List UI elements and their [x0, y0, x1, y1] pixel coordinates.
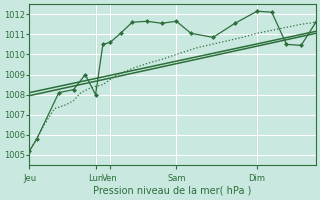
X-axis label: Pression niveau de la mer( hPa ): Pression niveau de la mer( hPa ) [93, 186, 252, 196]
